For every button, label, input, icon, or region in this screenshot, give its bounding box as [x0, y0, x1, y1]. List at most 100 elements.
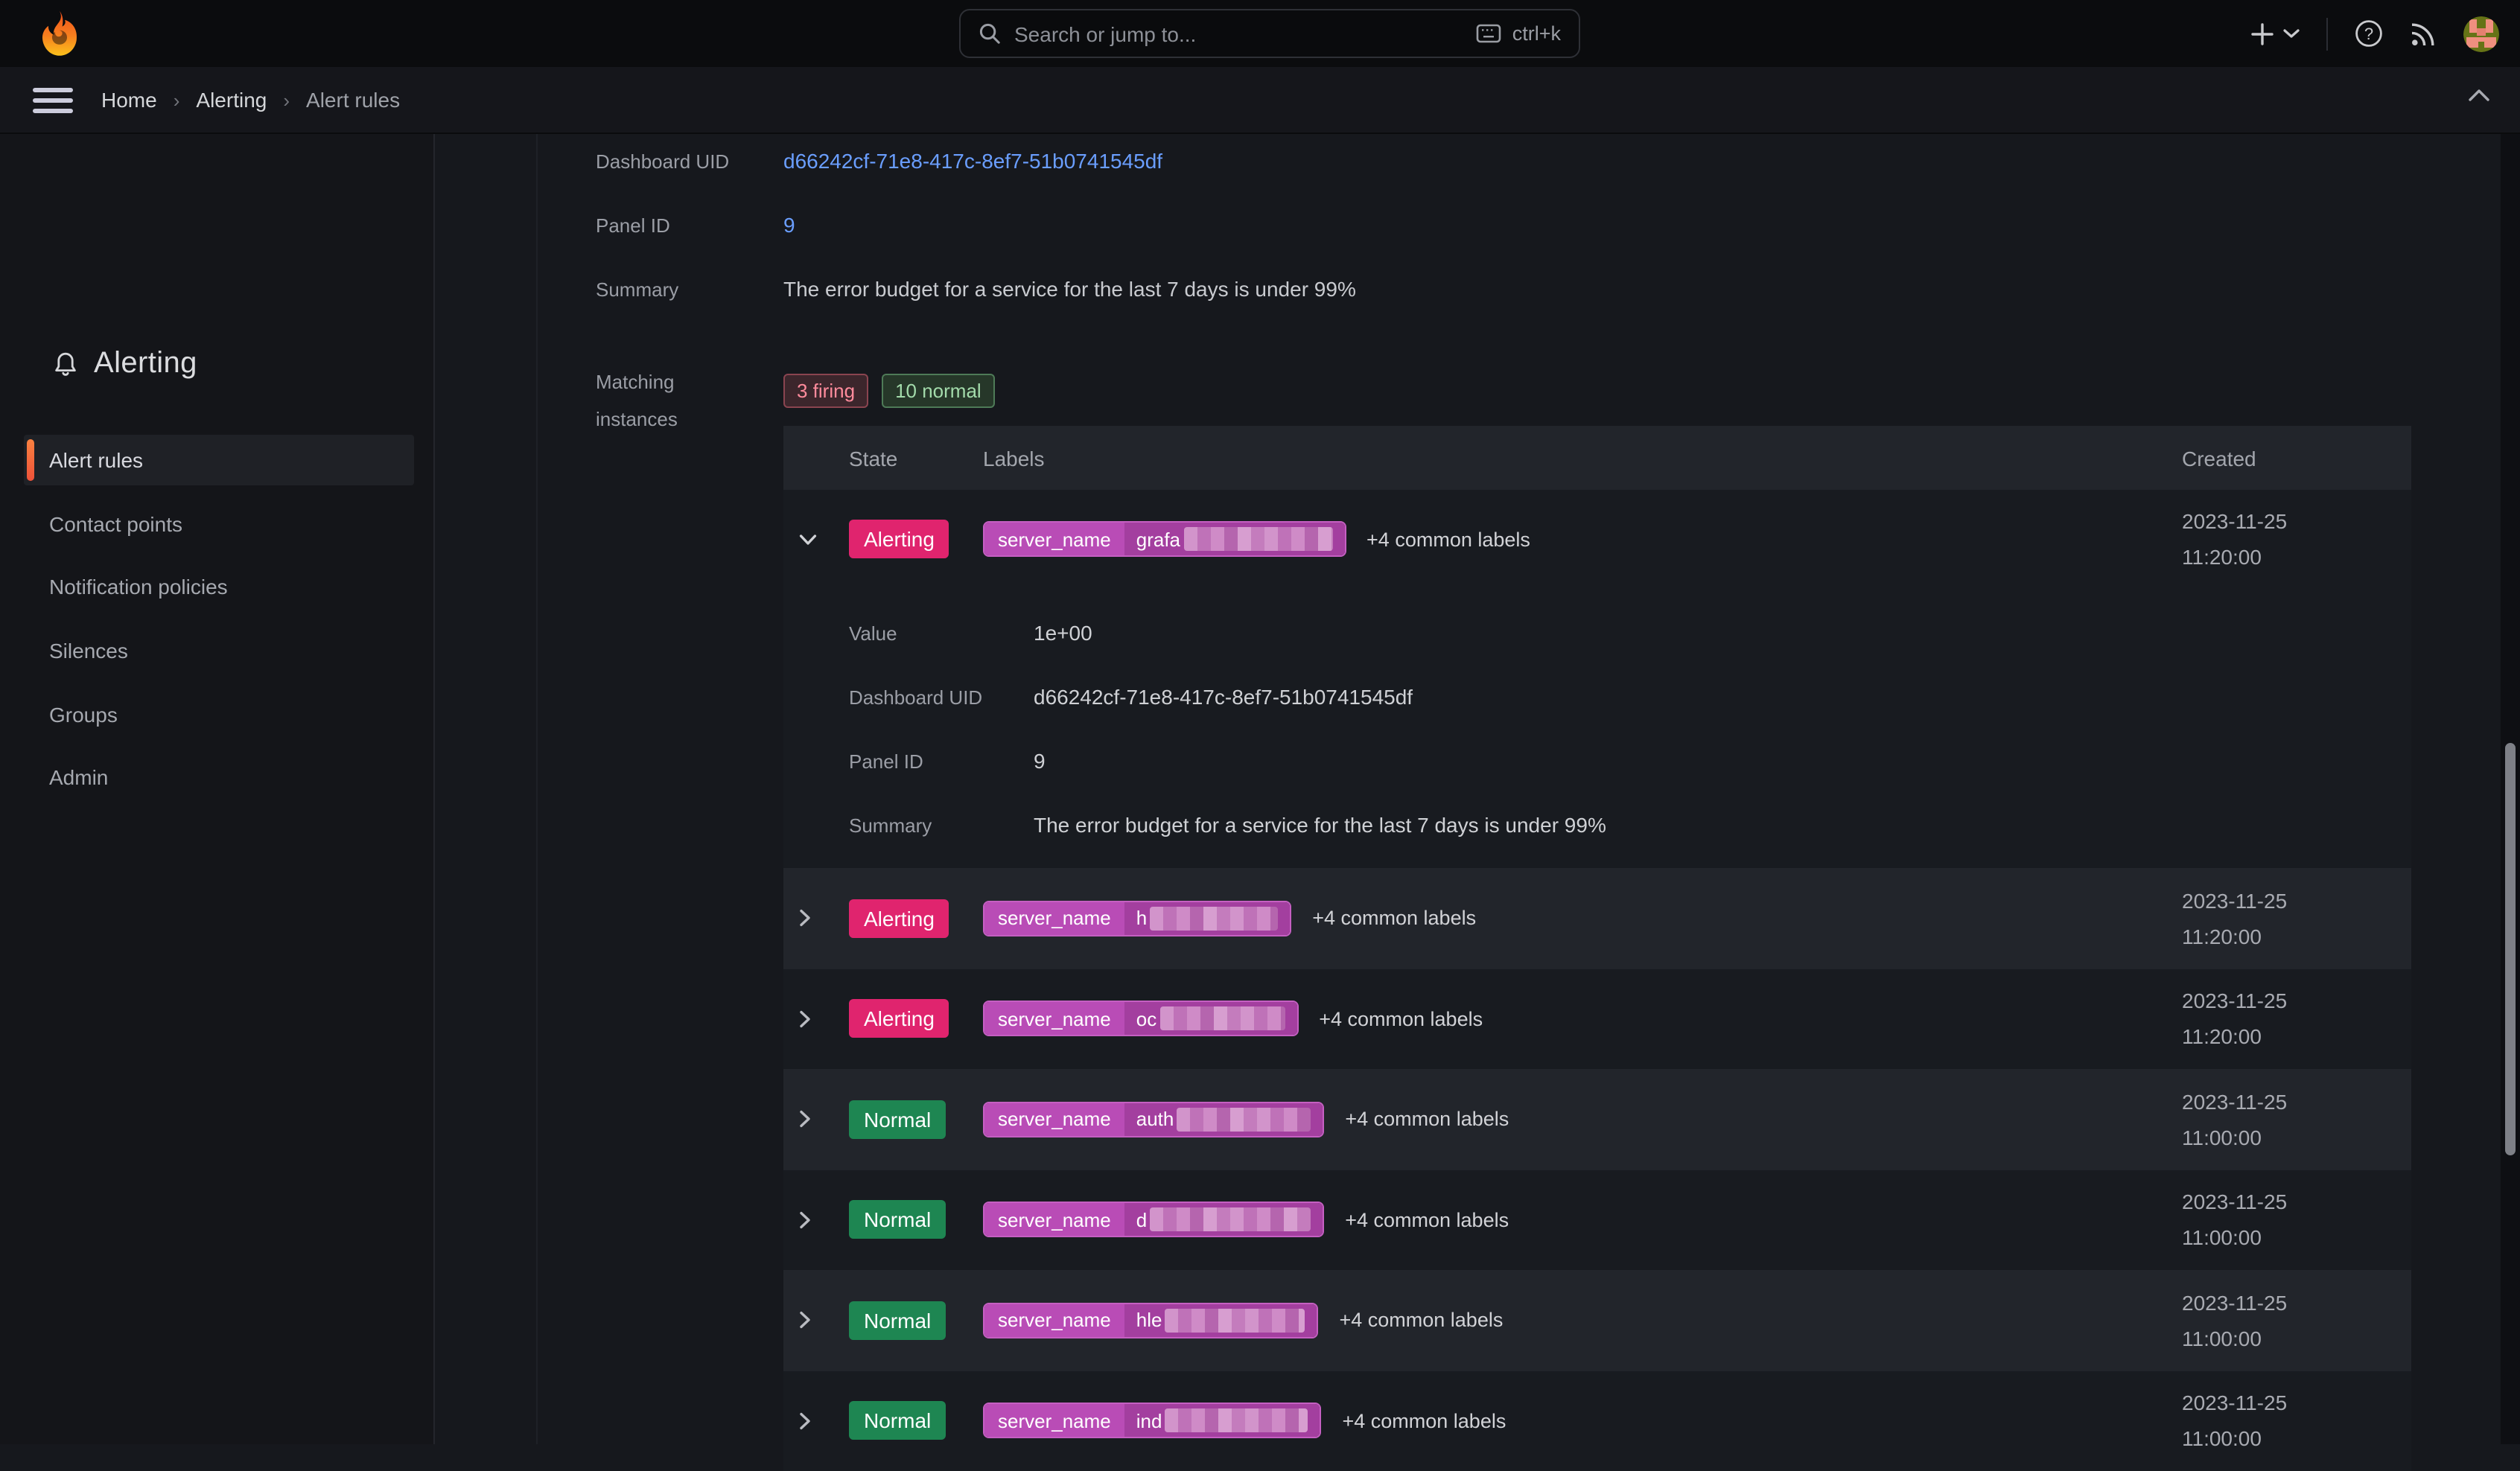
sidebar-item-alert-rules[interactable]: Alert rules [24, 435, 414, 485]
scrollbar-thumb[interactable] [2505, 743, 2516, 1155]
collapse-header-button[interactable] [2468, 88, 2490, 103]
created-time: 11:00:00 [2182, 1125, 2262, 1149]
field-label: Dashboard UID [596, 150, 730, 173]
created-time: 11:00:00 [2182, 1426, 2262, 1451]
instance-row-collapsed: Normal server_name ind +4 common labels 2023… [783, 1371, 2411, 1471]
sidebar-item-admin[interactable]: Admin [49, 765, 109, 790]
breadcrumb-home[interactable]: Home [101, 88, 157, 112]
instance-row[interactable]: Alerting server_name grafa +4 common labels… [783, 490, 2411, 588]
search-placeholder: Search or jump to... [1014, 22, 1197, 45]
column-header-created: Created [2182, 446, 2256, 470]
state-cell: Normal [849, 1200, 983, 1239]
label-value-visible: d [1136, 1208, 1148, 1231]
state-badge: Alerting [849, 520, 949, 558]
scrollbar-track[interactable] [2501, 134, 2520, 1444]
label-pill: server_name h [983, 900, 1292, 936]
label-key: server_name [984, 1404, 1124, 1438]
expand-row-icon[interactable] [783, 1009, 849, 1029]
common-labels-text: +4 common labels [1339, 1309, 1504, 1332]
redacted-value-blur [1165, 1408, 1308, 1433]
keyboard-icon [1477, 24, 1502, 43]
labels-cell: server_name ind +4 common labels [983, 1403, 2182, 1439]
common-labels-text: +4 common labels [1312, 907, 1477, 930]
instance-row[interactable]: Normal server_name ind +4 common labels 2023… [783, 1371, 2411, 1471]
label-value-visible: grafa [1136, 528, 1181, 550]
label-value-visible: h [1136, 907, 1148, 930]
created-date: 2023-11-25 [2182, 1391, 2288, 1415]
label-value: h [1124, 902, 1291, 935]
created-date: 2023-11-25 [2182, 1190, 2288, 1214]
breadcrumb-alerting[interactable]: Alerting [196, 88, 267, 112]
content-guide-line [536, 134, 538, 1444]
search-icon [979, 23, 1000, 44]
label-key: server_name [984, 1002, 1124, 1036]
rss-icon [2411, 22, 2434, 45]
sidebar-item-contact-points[interactable]: Contact points [49, 511, 182, 536]
instance-detail-row: Dashboard UID d66242cf-71e8-417c-8ef7-51b… [783, 665, 2411, 729]
menu-toggle-button[interactable] [33, 88, 73, 113]
label-value-visible: hle [1136, 1309, 1162, 1332]
field-value-link[interactable]: 9 [783, 213, 795, 237]
sidebar-item-silences[interactable]: Silences [49, 639, 128, 663]
common-labels-text: +4 common labels [1366, 528, 1530, 550]
label-value: d [1124, 1203, 1323, 1237]
help-button[interactable]: ? [2355, 19, 2383, 48]
table-header: State Labels Created [783, 426, 2411, 490]
created-cell: 2023-11-25 11:00:00 [2182, 1184, 2411, 1256]
new-menu-button[interactable] [2250, 22, 2300, 45]
label-value: hle [1124, 1304, 1317, 1337]
state-cell: Normal [849, 1401, 983, 1440]
labels-cell: server_name hle +4 common labels [983, 1302, 2182, 1338]
state-badge: Alerting [849, 999, 949, 1038]
collapse-row-icon[interactable] [783, 532, 849, 546]
instance-row-collapsed: Normal server_name auth +4 common labels 202… [783, 1069, 2411, 1170]
label-value: auth [1124, 1103, 1323, 1136]
sidebar-item-notification-policies[interactable]: Notification policies [49, 575, 228, 599]
labels-cell: server_name oc +4 common labels [983, 1001, 2182, 1037]
sidebar-title: Alerting [94, 347, 197, 380]
matching-instances-label: Matching instances [596, 371, 678, 430]
topbar-divider [2326, 17, 2328, 50]
common-labels-text: +4 common labels [1345, 1108, 1509, 1131]
redacted-value-blur [1183, 527, 1333, 551]
state-badge: Normal [849, 1401, 946, 1440]
firing-count-badge: 3 firing [783, 374, 869, 408]
hamburger-icon [33, 88, 73, 92]
chevron-down-icon [2283, 29, 2300, 38]
instance-row[interactable]: Normal server_name hle +4 common labels 2023… [783, 1270, 2411, 1371]
created-cell: 2023-11-25 11:00:00 [2182, 1285, 2411, 1356]
labels-cell: server_name auth +4 common labels [983, 1101, 2182, 1137]
detail-value: 1e+00 [1034, 621, 1092, 645]
field-value-link[interactable]: d66242cf-71e8-417c-8ef7-51b0741545df [783, 149, 1163, 173]
created-time: 11:00:00 [2182, 1326, 2262, 1350]
news-button[interactable] [2410, 20, 2437, 47]
sidebar-item-groups[interactable]: Groups [49, 702, 118, 727]
redacted-value-blur [1177, 1107, 1311, 1132]
instance-detail-row: Summary The error budget for a service fo… [783, 793, 2411, 857]
instance-row[interactable]: Normal server_name d +4 common labels 2023-1… [783, 1170, 2411, 1270]
expand-row-icon[interactable] [783, 1311, 849, 1330]
instance-row[interactable]: Alerting server_name oc +4 common labels 202… [783, 969, 2411, 1069]
created-date: 2023-11-25 [2182, 509, 2288, 533]
detail-value-link[interactable]: d66242cf-71e8-417c-8ef7-51b0741545df [1034, 685, 1413, 709]
expand-row-icon[interactable] [783, 1210, 849, 1230]
label-key: server_name [984, 1304, 1124, 1337]
label-value: oc [1124, 1002, 1297, 1036]
expand-row-icon[interactable] [783, 1411, 849, 1431]
redacted-value-blur [1165, 1308, 1305, 1333]
state-badge: Alerting [849, 899, 949, 938]
label-key: server_name [984, 1103, 1124, 1136]
instance-row[interactable]: Normal server_name auth +4 common labels 202… [783, 1069, 2411, 1170]
expand-row-icon[interactable] [783, 1110, 849, 1129]
expand-row-icon[interactable] [783, 909, 849, 928]
common-labels-text: +4 common labels [1319, 1007, 1483, 1030]
field-label: Panel ID [596, 214, 670, 237]
state-cell: Normal [849, 1100, 983, 1139]
search-input[interactable]: Search or jump to... ctrl+k [959, 9, 1580, 58]
grafana-logo[interactable] [39, 10, 80, 57]
instance-row[interactable]: Alerting server_name h +4 common labels 2023… [783, 868, 2411, 969]
instance-count-badges: 3 firing 10 normal [783, 374, 995, 408]
rule-detail-field: Dashboard UID d66242cf-71e8-417c-8ef7-51b… [596, 146, 1162, 176]
detail-value-link[interactable]: 9 [1034, 749, 1046, 773]
profile-avatar[interactable] [2463, 16, 2499, 51]
